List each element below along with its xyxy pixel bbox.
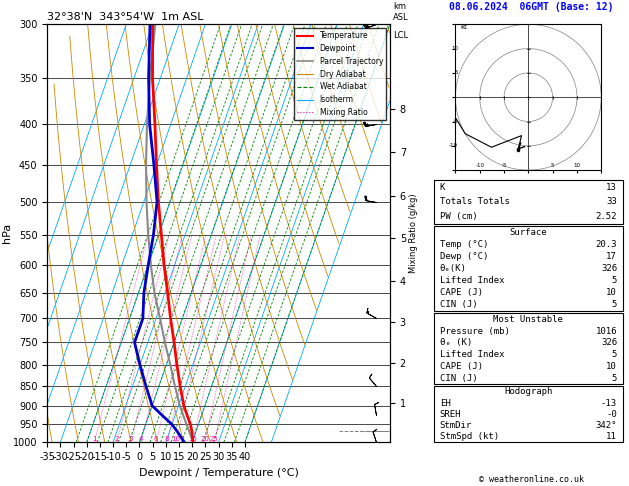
Y-axis label: Mixing Ratio (g/kg): Mixing Ratio (g/kg) xyxy=(409,193,418,273)
Text: Most Unstable: Most Unstable xyxy=(493,315,564,324)
Text: km
ASL: km ASL xyxy=(393,2,409,22)
Text: CIN (J): CIN (J) xyxy=(440,300,477,310)
Text: Lifted Index: Lifted Index xyxy=(440,276,504,285)
Text: 2: 2 xyxy=(114,436,119,442)
Text: Lifted Index: Lifted Index xyxy=(440,350,504,359)
Text: 342°: 342° xyxy=(596,421,617,430)
Text: -0: -0 xyxy=(606,410,617,419)
Text: 1: 1 xyxy=(92,436,96,442)
FancyBboxPatch shape xyxy=(434,226,623,311)
Text: 20.3: 20.3 xyxy=(596,240,617,249)
Text: 326: 326 xyxy=(601,338,617,347)
Text: 11: 11 xyxy=(606,432,617,441)
Text: EH: EH xyxy=(440,399,450,408)
Text: 32°38'N  343°54'W  1m ASL: 32°38'N 343°54'W 1m ASL xyxy=(47,12,204,22)
Text: K: K xyxy=(440,183,445,191)
Text: 5: 5 xyxy=(611,350,617,359)
Text: 4: 4 xyxy=(139,436,143,442)
Y-axis label: hPa: hPa xyxy=(1,223,11,243)
X-axis label: Dewpoint / Temperature (°C): Dewpoint / Temperature (°C) xyxy=(138,468,299,478)
Text: 5: 5 xyxy=(611,374,617,382)
Text: SREH: SREH xyxy=(440,410,461,419)
Text: 25: 25 xyxy=(210,436,219,442)
Text: 13: 13 xyxy=(606,183,617,191)
Text: 5: 5 xyxy=(611,276,617,285)
Text: 5: 5 xyxy=(551,163,554,168)
FancyBboxPatch shape xyxy=(434,180,623,224)
Text: StmDir: StmDir xyxy=(440,421,472,430)
Text: 3: 3 xyxy=(128,436,133,442)
Text: θₑ(K): θₑ(K) xyxy=(440,264,467,273)
FancyBboxPatch shape xyxy=(434,313,623,384)
Text: -5: -5 xyxy=(452,119,458,124)
Text: Temp (°C): Temp (°C) xyxy=(440,240,488,249)
Text: 08.06.2024  06GMT (Base: 12): 08.06.2024 06GMT (Base: 12) xyxy=(449,2,614,12)
Text: 1016: 1016 xyxy=(596,327,617,336)
Text: θₑ (K): θₑ (K) xyxy=(440,338,472,347)
Text: -10: -10 xyxy=(449,143,458,148)
Text: 10: 10 xyxy=(172,436,181,442)
Text: 10: 10 xyxy=(606,362,617,371)
Text: 8: 8 xyxy=(165,436,169,442)
Text: 326: 326 xyxy=(601,264,617,273)
Text: Pressure (mb): Pressure (mb) xyxy=(440,327,509,336)
Text: 10: 10 xyxy=(574,163,581,168)
Text: -5: -5 xyxy=(501,163,507,168)
Text: Surface: Surface xyxy=(509,227,547,237)
Text: 17: 17 xyxy=(606,252,617,261)
Text: -13: -13 xyxy=(601,399,617,408)
Text: 5: 5 xyxy=(454,70,458,75)
Text: -10: -10 xyxy=(476,163,484,168)
Text: StmSpd (kt): StmSpd (kt) xyxy=(440,432,499,441)
Text: Hodograph: Hodograph xyxy=(504,387,552,397)
Text: 2.52: 2.52 xyxy=(596,212,617,221)
Legend: Temperature, Dewpoint, Parcel Trajectory, Dry Adiabat, Wet Adiabat, Isotherm, Mi: Temperature, Dewpoint, Parcel Trajectory… xyxy=(294,28,386,120)
Text: 10: 10 xyxy=(606,288,617,297)
Text: CAPE (J): CAPE (J) xyxy=(440,288,482,297)
Text: 6: 6 xyxy=(154,436,159,442)
Text: CIN (J): CIN (J) xyxy=(440,374,477,382)
FancyBboxPatch shape xyxy=(434,386,623,442)
Text: CAPE (J): CAPE (J) xyxy=(440,362,482,371)
Text: 5: 5 xyxy=(611,300,617,310)
Text: 10: 10 xyxy=(451,46,458,51)
Text: © weatheronline.co.uk: © weatheronline.co.uk xyxy=(479,474,584,484)
Text: kt: kt xyxy=(460,24,467,30)
Text: 33: 33 xyxy=(606,197,617,206)
Text: 15: 15 xyxy=(188,436,197,442)
Text: 20: 20 xyxy=(200,436,209,442)
Text: Dewp (°C): Dewp (°C) xyxy=(440,252,488,261)
Text: PW (cm): PW (cm) xyxy=(440,212,477,221)
Text: Totals Totals: Totals Totals xyxy=(440,197,509,206)
Text: LCL: LCL xyxy=(393,31,408,40)
